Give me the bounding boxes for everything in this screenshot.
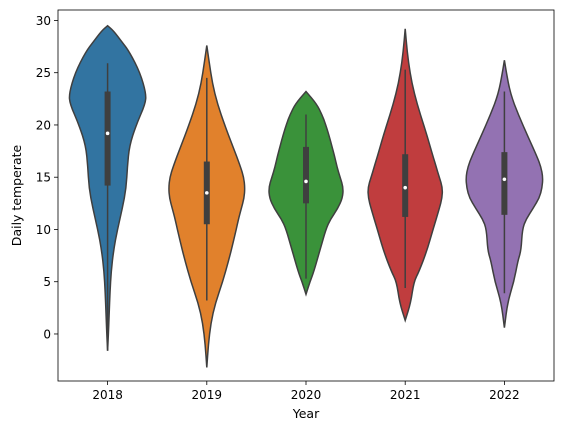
median-dot-2022 bbox=[502, 177, 507, 182]
violin-2019 bbox=[168, 45, 246, 368]
violin-2021 bbox=[367, 28, 444, 323]
iqr-box-2018 bbox=[104, 91, 111, 186]
y-tick-label: 15 bbox=[36, 171, 51, 185]
iqr-box-2020 bbox=[303, 146, 309, 204]
x-tick-label: 2019 bbox=[192, 388, 223, 402]
x-axis-ticks: 2018 2019 2020 2021 2022 bbox=[92, 381, 520, 402]
iqr-box-2022 bbox=[501, 152, 508, 215]
iqr-box-2021 bbox=[402, 154, 409, 217]
y-axis-label: Daily temperate bbox=[9, 145, 24, 247]
x-axis-label: Year bbox=[292, 406, 320, 421]
violin-2018 bbox=[68, 24, 147, 351]
median-dot-2018 bbox=[105, 131, 110, 136]
median-dot-2020 bbox=[304, 179, 308, 184]
violin-2020 bbox=[268, 90, 344, 297]
x-tick-label: 2021 bbox=[390, 388, 421, 402]
y-tick-label: 0 bbox=[43, 327, 51, 341]
median-dot-2019 bbox=[205, 191, 209, 195]
y-tick-label: 10 bbox=[36, 223, 51, 237]
violins-layer bbox=[68, 24, 544, 368]
y-tick-label: 20 bbox=[36, 118, 51, 132]
x-tick-label: 2020 bbox=[291, 388, 322, 402]
y-tick-label: 25 bbox=[36, 66, 51, 80]
x-tick-label: 2018 bbox=[92, 388, 123, 402]
median-dot-2021 bbox=[403, 185, 408, 190]
y-tick-label: 5 bbox=[43, 275, 51, 289]
x-tick-label: 2022 bbox=[489, 388, 520, 402]
y-tick-label: 30 bbox=[36, 14, 51, 28]
violin-2022 bbox=[465, 60, 544, 328]
y-axis-ticks: 0 5 10 15 20 25 30 bbox=[36, 14, 58, 341]
